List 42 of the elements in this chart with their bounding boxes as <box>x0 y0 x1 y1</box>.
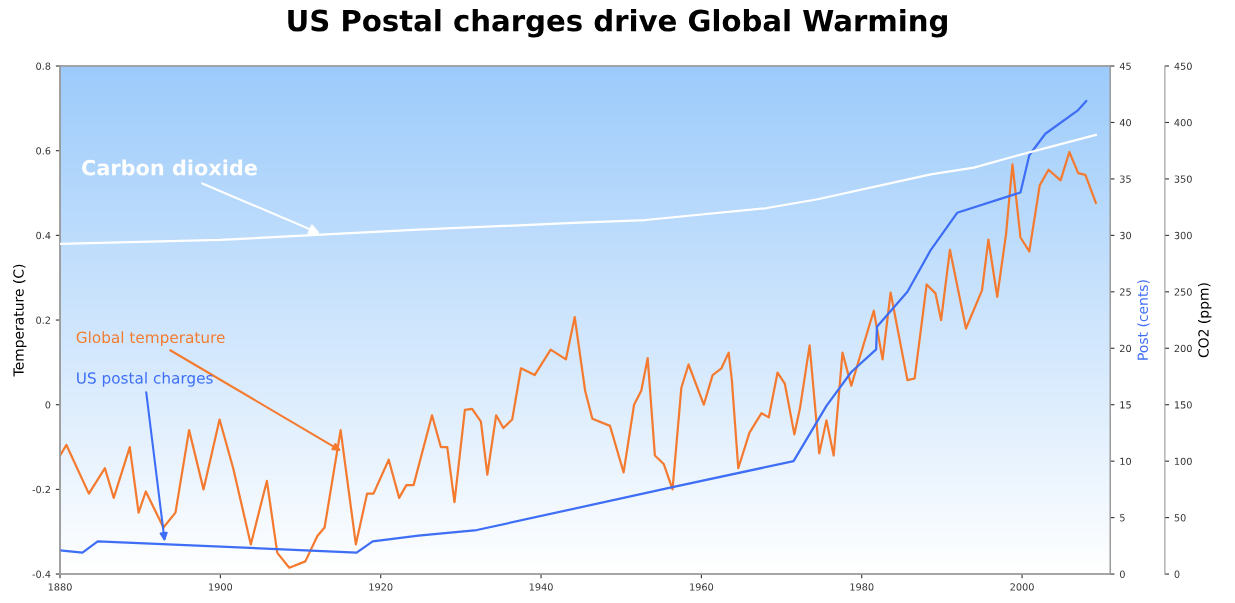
y2-tick-label: 15 <box>1120 401 1131 409</box>
y2-tick-label: 35 <box>1120 175 1131 183</box>
y2-tick-label: 5 <box>1120 514 1125 522</box>
y2-tick-label: 20 <box>1120 344 1132 353</box>
y3-axis-title: CO2 (ppm) <box>1198 283 1212 358</box>
x-tick-label: 1880 <box>48 583 72 591</box>
y-tick-label: -0.2 <box>32 485 51 494</box>
y3-tick-label: 200 <box>1174 344 1192 353</box>
x-tick-label: 1940 <box>529 583 553 591</box>
y-tick-label: 0.2 <box>36 316 51 324</box>
y2-tick-label: 0 <box>1119 570 1125 578</box>
y2-tick-label: 10 <box>1120 457 1132 465</box>
text: Carbon dioxide <box>82 159 257 176</box>
y-tick-label: 0.6 <box>36 147 51 155</box>
y3-tick-label: 100 <box>1174 457 1192 465</box>
x-tick-label: 1900 <box>209 583 233 591</box>
y3-tick-label: 150 <box>1174 401 1192 409</box>
y-tick-label: 0.4 <box>36 231 51 240</box>
x-tick-label: 2000 <box>1010 583 1034 591</box>
y3-tick-label: 300 <box>1174 231 1192 240</box>
y3-tick-label: 50 <box>1174 514 1186 522</box>
y3-tick-label: 350 <box>1174 175 1192 183</box>
y3-tick-label: 0 <box>1174 570 1180 578</box>
x-tick-label: 1920 <box>369 583 393 591</box>
chart-title: US Postal charges drive Global Warming <box>288 9 947 38</box>
y-tick-label: 0 <box>45 401 51 409</box>
y3-tick-label: 450 <box>1174 62 1192 70</box>
y-axis-title: Temperature (C) <box>13 264 27 377</box>
x-tick-label: 1980 <box>850 583 874 591</box>
y3-tick-label: 400 <box>1174 118 1192 127</box>
text: US postal charges <box>77 371 213 387</box>
y2-tick-label: 40 <box>1119 118 1132 127</box>
line-series <box>60 133 1097 245</box>
y2-tick-label: 45 <box>1119 62 1131 70</box>
y-tick-label: -0.4 <box>32 570 51 578</box>
y2-tick-label: 25 <box>1120 288 1131 296</box>
y3-tick-label: 250 <box>1174 288 1192 296</box>
y2-axis-title: Post (cents) <box>1137 280 1150 360</box>
y2-tick-label: 30 <box>1120 231 1132 240</box>
y-tick-label: 0.8 <box>36 62 51 70</box>
x-tick-label: 1960 <box>690 583 714 591</box>
text: Global temperature <box>76 331 225 347</box>
